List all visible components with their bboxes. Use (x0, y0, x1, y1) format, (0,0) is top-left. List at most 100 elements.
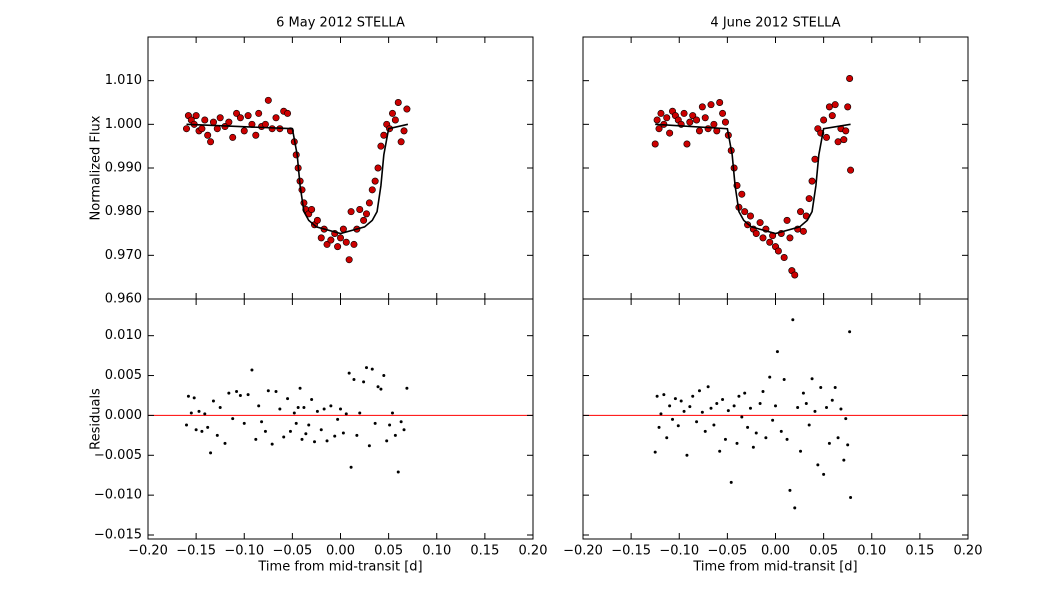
data-point (225, 118, 233, 126)
data-point (793, 506, 797, 510)
data-point (218, 405, 222, 409)
data-point (665, 436, 669, 440)
data-point (296, 405, 300, 409)
data-point (839, 407, 843, 411)
data-point (246, 393, 250, 397)
data-point (813, 409, 817, 413)
data-point (662, 393, 666, 397)
data-point (227, 391, 231, 395)
data-point (400, 127, 408, 135)
data-point (833, 386, 837, 390)
data-point (394, 99, 402, 107)
data-point (671, 417, 675, 421)
data-point (848, 330, 852, 334)
data-point (738, 190, 746, 198)
data-point (751, 445, 755, 449)
model-curve (655, 123, 851, 235)
data-point (334, 243, 342, 251)
data-point (349, 465, 353, 469)
data-point (754, 431, 758, 435)
data-point (365, 199, 373, 207)
data-point (209, 118, 217, 126)
data-point (805, 195, 813, 203)
x-tick-label: 0.20 (954, 544, 983, 559)
data-point (655, 394, 659, 398)
data-point (382, 374, 386, 378)
data-point (823, 133, 831, 141)
data-point (737, 394, 741, 398)
data-point (254, 437, 258, 441)
data-point (380, 131, 388, 139)
data-point (810, 377, 814, 381)
data-point (844, 103, 852, 111)
data-point (831, 101, 839, 109)
data-point (284, 109, 292, 117)
data-point (697, 389, 701, 393)
data-point (405, 386, 409, 390)
data-point (680, 109, 688, 117)
data-point (236, 114, 244, 122)
data-point (229, 133, 237, 141)
data-point (329, 404, 333, 408)
x-tick-label: 0.15 (470, 544, 499, 559)
x-tick-label: −0.20 (563, 544, 603, 559)
data-point (352, 378, 356, 382)
data-point (651, 140, 659, 148)
data-point (264, 96, 272, 104)
data-point (302, 405, 306, 409)
data-point (764, 436, 768, 440)
data-point (759, 234, 767, 242)
data-point (350, 240, 358, 248)
data-point (846, 443, 850, 447)
model-curve (186, 123, 409, 235)
data-point (783, 216, 791, 224)
data-point (358, 411, 362, 415)
data-point (847, 166, 855, 174)
data-point (695, 127, 703, 135)
data-point (377, 142, 385, 150)
data-point (238, 393, 242, 397)
data-point (399, 420, 403, 424)
x-tick-label: −0.10 (659, 544, 699, 559)
data-point (771, 418, 775, 422)
data-point (719, 109, 727, 117)
data-point (758, 401, 762, 405)
data-point (347, 371, 351, 375)
data-point (203, 412, 207, 416)
data-point (364, 366, 368, 370)
data-point (360, 216, 368, 224)
data-point (310, 397, 314, 401)
data-point (686, 118, 694, 126)
data-point (710, 120, 718, 128)
data-point (215, 433, 219, 437)
data-point (371, 177, 379, 185)
data-point (816, 463, 820, 467)
x-tick-label: −0.10 (224, 544, 264, 559)
data-point (768, 375, 772, 379)
x-tick-label: 0.20 (519, 544, 548, 559)
y-tick-label: −0.005 (94, 448, 142, 463)
x-axis-label: Time from mid-transit [d] (692, 560, 857, 575)
data-point (655, 125, 663, 133)
data-point (261, 120, 269, 128)
data-point (735, 441, 739, 445)
data-point (811, 155, 819, 163)
plot-frame (147, 298, 534, 540)
data-point (785, 437, 789, 441)
data-point (825, 103, 833, 111)
data-point (282, 435, 286, 439)
data-point (746, 212, 754, 220)
data-point (834, 138, 842, 146)
data-point (657, 109, 665, 117)
data-point (799, 227, 807, 235)
data-point (740, 415, 744, 419)
y-tick-label: 0.990 (105, 161, 142, 176)
y-tick-label: 0.960 (105, 292, 142, 307)
data-point (313, 440, 317, 444)
data-point (691, 394, 695, 398)
x-tick-label: 0.10 (857, 544, 886, 559)
data-point (207, 138, 215, 146)
data-point (721, 397, 725, 401)
data-point (663, 114, 671, 122)
data-point (257, 404, 261, 408)
